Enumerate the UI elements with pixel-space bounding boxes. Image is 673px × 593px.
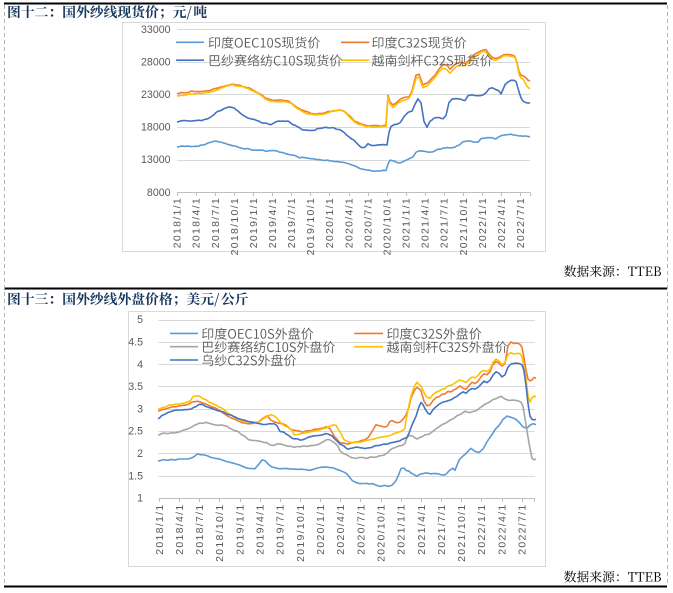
svg-text:2020/4/1: 2020/4/1	[343, 197, 355, 248]
svg-text:1: 1	[137, 493, 143, 505]
svg-text:13000: 13000	[141, 154, 171, 166]
svg-text:2022/1/1: 2022/1/1	[477, 197, 489, 248]
svg-text:2019/4/1: 2019/4/1	[255, 504, 267, 555]
svg-text:2018/7/1: 2018/7/1	[194, 504, 206, 555]
svg-text:2022/1/1: 2022/1/1	[476, 504, 488, 555]
svg-text:2021/1/1: 2021/1/1	[401, 197, 413, 248]
svg-text:2020/1/1: 2020/1/1	[315, 504, 327, 555]
svg-text:2020/7/1: 2020/7/1	[355, 504, 367, 555]
svg-text:2018/4/1: 2018/4/1	[174, 504, 186, 555]
svg-text:2018/10/1: 2018/10/1	[214, 504, 226, 562]
svg-text:2021/4/1: 2021/4/1	[420, 197, 432, 248]
svg-text:5: 5	[137, 314, 143, 326]
svg-text:2021/10/1: 2021/10/1	[458, 197, 470, 255]
svg-text:2020/4/1: 2020/4/1	[335, 504, 347, 555]
svg-text:2020/7/1: 2020/7/1	[362, 197, 374, 248]
svg-text:23000: 23000	[141, 89, 171, 101]
svg-text:3: 3	[137, 403, 143, 415]
svg-text:2020/1/1: 2020/1/1	[324, 197, 336, 248]
svg-text:2018/1/1: 2018/1/1	[154, 504, 166, 555]
svg-text:2019/4/1: 2019/4/1	[267, 197, 279, 248]
svg-text:2019/1/1: 2019/1/1	[248, 197, 260, 248]
svg-text:18000: 18000	[141, 122, 171, 134]
svg-text:2021/7/1: 2021/7/1	[439, 197, 451, 248]
svg-text:2022/7/1: 2022/7/1	[515, 197, 527, 248]
svg-text:3.5: 3.5	[128, 381, 143, 393]
svg-text:2019/7/1: 2019/7/1	[286, 197, 298, 248]
svg-text:2018/10/1: 2018/10/1	[229, 197, 241, 255]
svg-text:2021/1/1: 2021/1/1	[396, 504, 408, 555]
svg-text:2021/7/1: 2021/7/1	[436, 504, 448, 555]
svg-text:2022/4/1: 2022/4/1	[496, 504, 508, 555]
svg-text:2019/10/1: 2019/10/1	[305, 197, 317, 255]
svg-text:8000: 8000	[147, 187, 171, 199]
svg-text:2019/10/1: 2019/10/1	[295, 504, 307, 562]
svg-text:33000: 33000	[141, 24, 171, 36]
svg-text:2018/4/1: 2018/4/1	[191, 197, 203, 248]
svg-text:28000: 28000	[141, 56, 171, 68]
svg-text:2022/4/1: 2022/4/1	[496, 197, 508, 248]
svg-text:2019/1/1: 2019/1/1	[234, 504, 246, 555]
svg-text:2.5: 2.5	[128, 426, 143, 438]
svg-text:1.5: 1.5	[128, 470, 143, 482]
svg-text:2: 2	[137, 448, 143, 460]
svg-text:2018/7/1: 2018/7/1	[210, 197, 222, 248]
svg-text:2021/4/1: 2021/4/1	[416, 504, 428, 555]
svg-text:4.5: 4.5	[128, 337, 143, 349]
svg-text:2018/1/1: 2018/1/1	[172, 197, 184, 248]
svg-text:4: 4	[137, 359, 143, 371]
svg-text:2021/10/1: 2021/10/1	[456, 504, 468, 562]
svg-text:2020/10/1: 2020/10/1	[382, 197, 394, 255]
svg-text:2020/10/1: 2020/10/1	[375, 504, 387, 562]
svg-text:2019/7/1: 2019/7/1	[275, 504, 287, 555]
svg-text:2022/7/1: 2022/7/1	[517, 504, 529, 555]
